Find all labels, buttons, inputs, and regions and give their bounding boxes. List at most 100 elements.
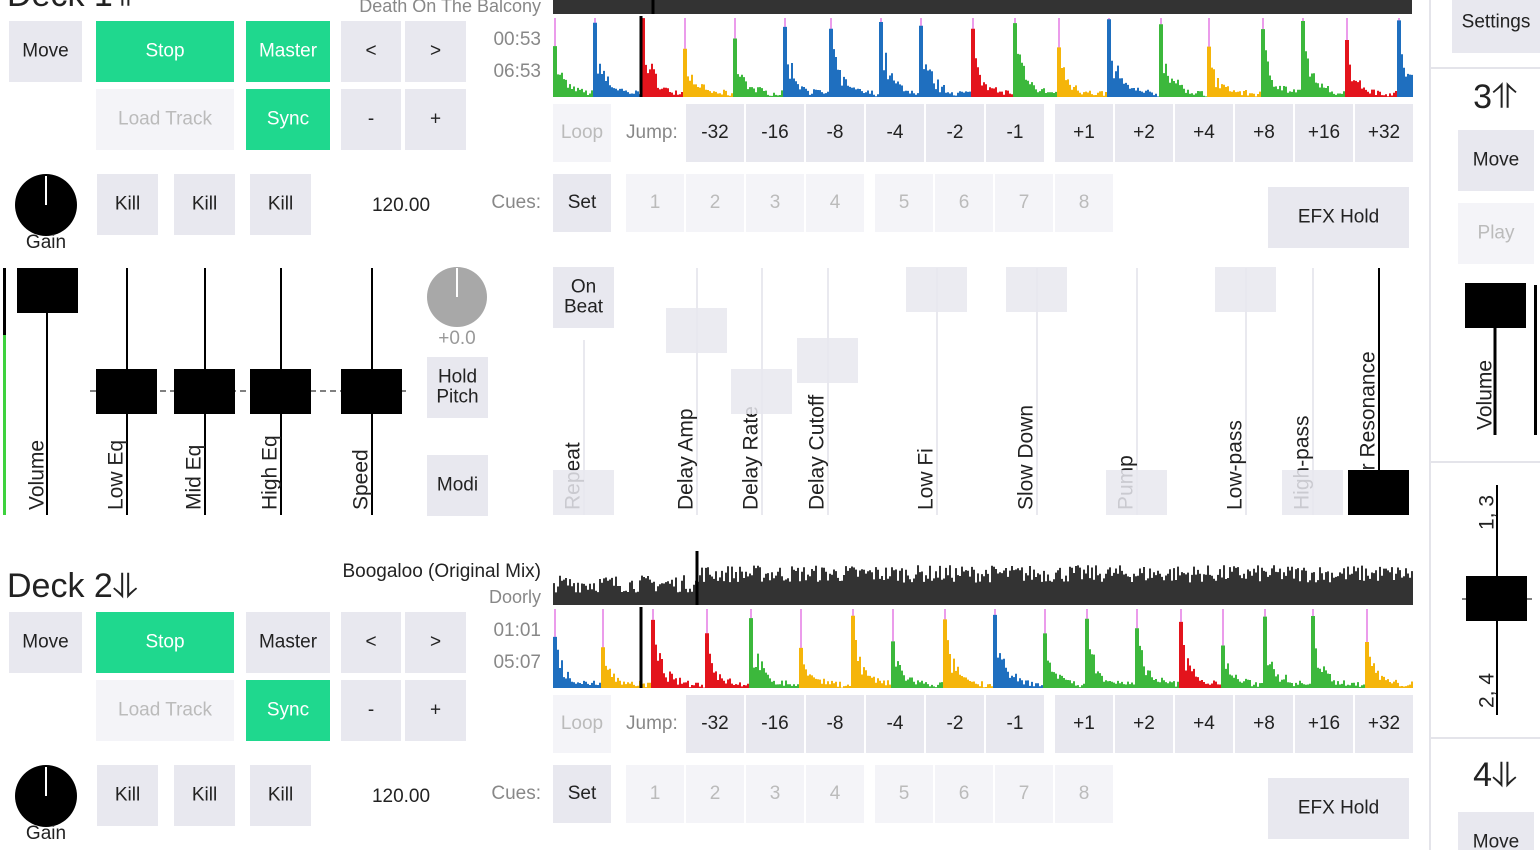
button-label: +8 [1253,713,1275,734]
jump-button[interactable]: +4 [1175,104,1233,162]
jump-button[interactable]: +2 [1115,104,1173,162]
cue-button[interactable]: 2 [686,765,744,823]
jump-button[interactable]: -4 [866,104,924,162]
slider-handle[interactable] [1006,267,1067,312]
jump-button[interactable]: -16 [746,104,804,162]
button[interactable]: Sync [246,89,330,150]
cue-button[interactable]: 5 [875,765,933,823]
cue-button[interactable]: 7 [995,174,1053,232]
jump-button[interactable]: -8 [806,695,864,753]
button-label: +2 [1133,122,1155,143]
button[interactable]: + [405,89,466,150]
slider-handle[interactable] [1106,470,1167,515]
slider-handle[interactable] [96,369,157,414]
button[interactable]: Load Track [96,89,234,150]
slider-handle[interactable] [1282,470,1343,515]
jump-button[interactable]: +8 [1235,695,1293,753]
slider-handle[interactable] [1215,267,1276,312]
button[interactable]: < [341,21,401,82]
cue-button[interactable]: 6 [935,174,993,232]
button[interactable]: Move [1458,130,1534,191]
jump-button[interactable]: -8 [806,104,864,162]
jump-button[interactable]: +1 [1055,695,1113,753]
button[interactable]: Stop [96,21,234,82]
slider-handle[interactable] [250,369,311,414]
jump-button[interactable]: -2 [926,695,984,753]
jump-button[interactable]: -32 [686,104,744,162]
button[interactable]: Move [1458,812,1534,850]
button[interactable]: Modi [427,455,488,516]
button[interactable]: - [341,680,401,741]
button[interactable]: Master [246,612,330,673]
cue-button[interactable]: 3 [746,765,804,823]
cue-button[interactable]: 8 [1055,174,1113,232]
button[interactable]: Move [9,21,82,82]
button[interactable]: > [405,21,466,82]
jump-button[interactable]: -1 [986,104,1044,162]
slider-handle[interactable] [1348,470,1409,515]
slider-handle[interactable] [797,338,858,383]
button[interactable]: EFX Hold [1268,778,1409,839]
cue-button[interactable]: 7 [995,765,1053,823]
button-bg [405,680,466,741]
button-label: < [365,632,376,653]
kill-button[interactable]: Kill [250,174,311,235]
cue-button[interactable]: 5 [875,174,933,232]
button[interactable]: Loop [553,104,611,162]
jump-button[interactable]: +32 [1355,104,1413,162]
jump-button[interactable]: -1 [986,695,1044,753]
jump-button[interactable]: +4 [1175,695,1233,753]
button-bg [405,612,466,673]
slider-handle[interactable] [174,369,235,414]
jump-button[interactable]: +8 [1235,104,1293,162]
cue-button[interactable]: 8 [1055,765,1113,823]
kill-button[interactable]: Kill [250,765,311,826]
button[interactable]: Master [246,21,330,82]
jump-button[interactable]: -2 [926,104,984,162]
kill-button[interactable]: Kill [174,174,235,235]
jump-button[interactable]: -32 [686,695,744,753]
button[interactable]: Play [1458,203,1534,264]
button[interactable]: < [341,612,401,673]
button[interactable]: > [405,612,466,673]
crossfader-handle[interactable] [1466,576,1527,621]
jump-button[interactable]: +2 [1115,695,1173,753]
button[interactable]: - [341,89,401,150]
button[interactable]: Settings [1452,0,1540,53]
cue-button[interactable]: 1 [626,765,684,823]
jump-button[interactable]: +16 [1295,695,1353,753]
button-label: Stop [145,41,184,62]
jump-button[interactable]: -4 [866,695,924,753]
slider-handle[interactable] [1465,283,1526,328]
kill-button[interactable]: Kill [174,765,235,826]
button[interactable]: EFX Hold [1268,187,1409,248]
cue-button[interactable]: 4 [806,174,864,232]
button[interactable]: Sync [246,680,330,741]
button[interactable]: Move [9,612,82,673]
slider-handle[interactable] [553,470,614,515]
kill-button[interactable]: Kill [97,765,158,826]
jump-button[interactable]: +32 [1355,695,1413,753]
jump-button[interactable]: +1 [1055,104,1113,162]
cue-button[interactable]: 2 [686,174,744,232]
slider-handle[interactable] [666,308,727,353]
kill-button[interactable]: Kill [97,174,158,235]
cue-button[interactable]: 1 [626,174,684,232]
slider-handle[interactable] [341,369,402,414]
button[interactable]: + [405,680,466,741]
button[interactable]: Set [553,765,611,823]
cue-button[interactable]: 6 [935,765,993,823]
jump-button[interactable]: -16 [746,695,804,753]
button[interactable]: Loop [553,695,611,753]
jump-button[interactable]: +16 [1295,104,1353,162]
slider-handle[interactable] [906,267,967,312]
slider-handle[interactable] [731,369,792,414]
slider-handle[interactable] [17,268,78,313]
cue-button[interactable]: 4 [806,765,864,823]
button[interactable]: Load Track [96,680,234,741]
button[interactable]: Set [553,174,611,232]
cue-button[interactable]: 3 [746,174,804,232]
button[interactable]: Stop [96,612,234,673]
